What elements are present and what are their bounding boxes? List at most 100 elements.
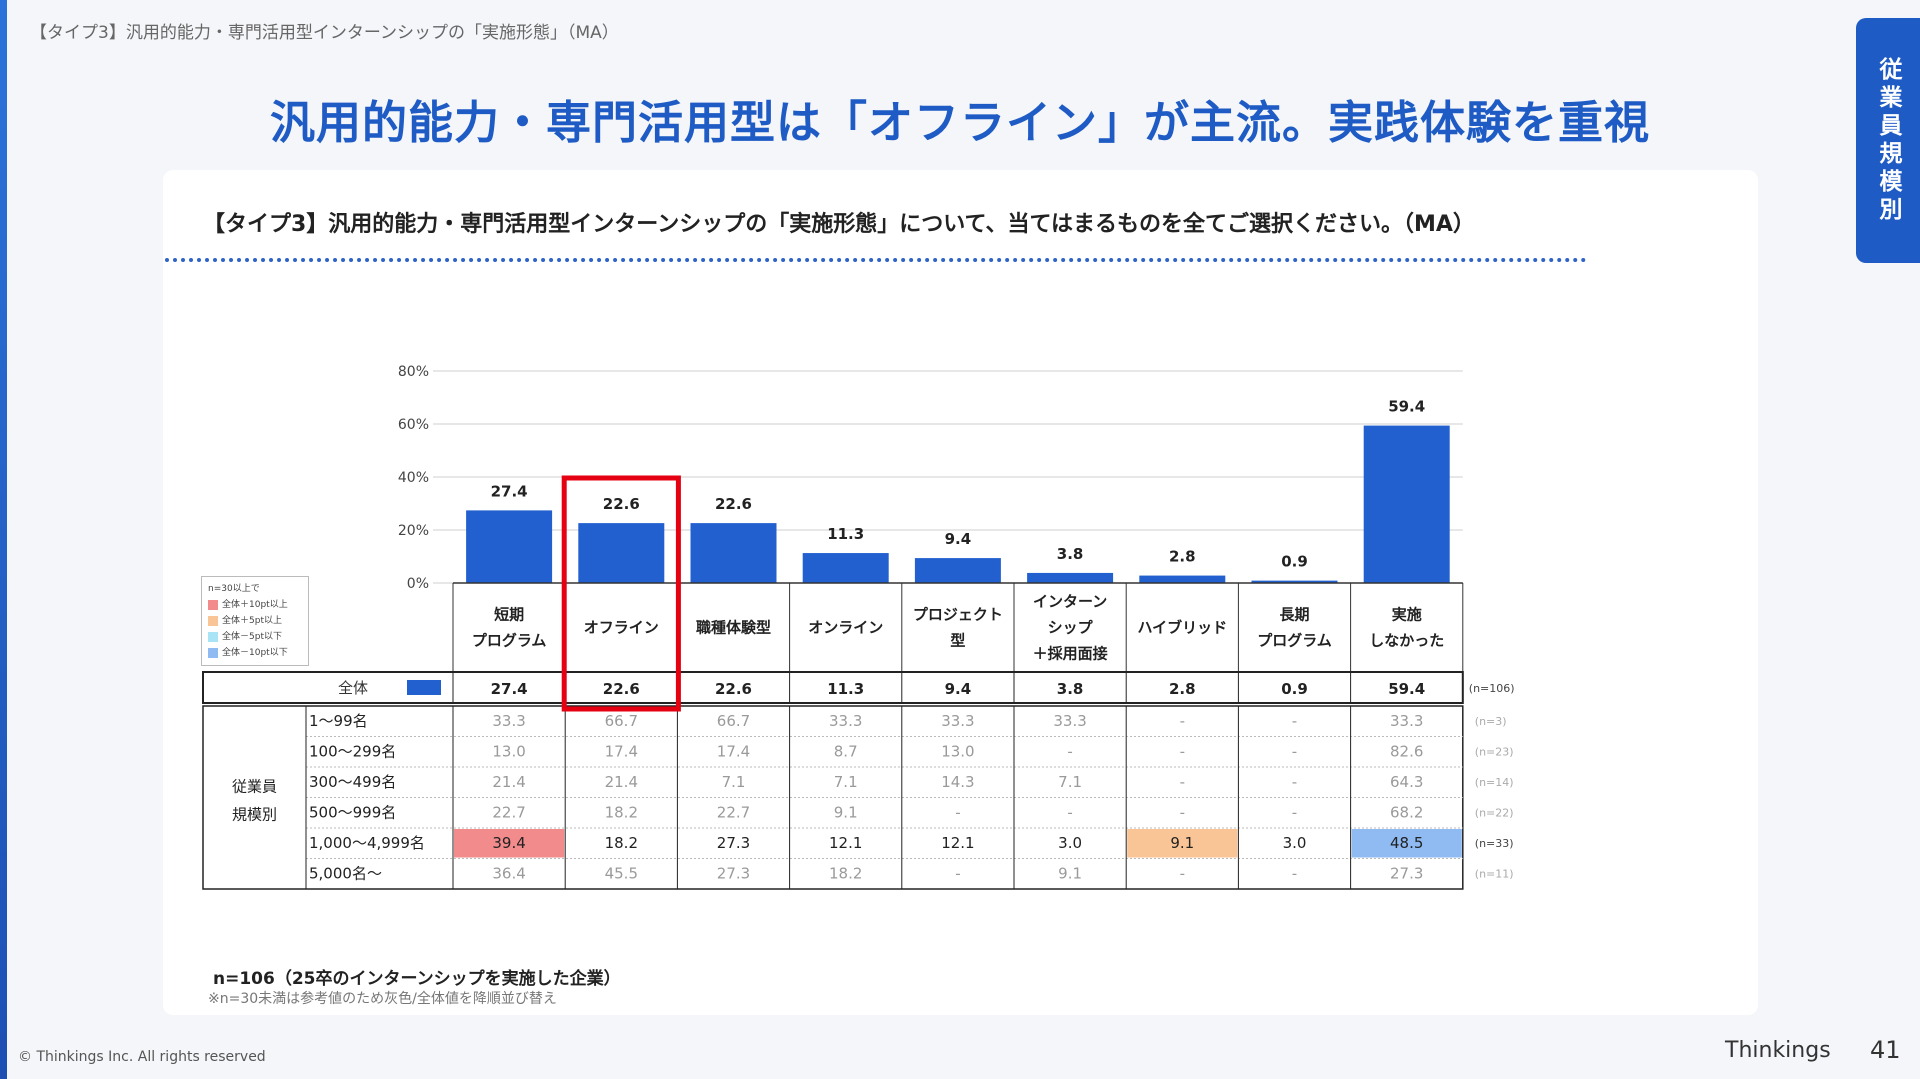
bar [1363,425,1450,583]
cell-value: - [1067,743,1072,761]
legend-item: 全体－5pt以下 [208,629,302,645]
legend-label: 全体＋5pt以上 [222,616,282,626]
cell-value: 66.7 [605,712,638,730]
cell-value: 8.7 [834,743,858,761]
category-label: ＋採用面接 [1033,645,1108,663]
bar [690,523,777,583]
legend-label: 全体－10pt以下 [222,648,288,658]
cell-value: 39.4 [492,834,525,852]
bar-chart: 0% 20% 40% 60% 80% 27.4 22.6 22.6 11.3 9.4 3.8 2.8 0… [202,364,1515,890]
cell-value: 33.3 [1390,712,1423,730]
cell-value: 66.7 [717,712,750,730]
highlight-box [561,475,681,712]
total-row-label: 全体 [338,679,368,697]
cell-value: 33.3 [941,712,974,730]
cell-value: 22.7 [492,804,525,822]
cell-value: - [1067,804,1072,822]
row-n-label: (n=23) [1475,746,1514,759]
category-label: オフライン [584,619,659,637]
total-row-swatch [407,680,441,695]
category-label: ハイブリッド [1137,619,1227,637]
category-label: 型 [950,632,965,650]
cell-value: 9.1 [834,804,858,822]
category-label: 職種体験型 [696,619,771,637]
cell-value: 22.7 [717,804,750,822]
side-tab-employee-size[interactable]: 従業員規模別 [1856,18,1920,263]
cell-value: 12.1 [941,834,974,852]
bar [1139,575,1226,583]
category-label: 実施 [1392,606,1422,624]
cell-value: 68.2 [1390,804,1423,822]
bar [914,558,1001,583]
bar [466,510,553,583]
row-n-label: (n=3) [1475,715,1507,728]
y-tick-label: 40% [398,470,429,486]
y-tick-label: 0% [407,576,429,592]
cell-value: 3.0 [1058,834,1082,852]
bar [1251,580,1338,583]
row-n-label: (n=33) [1475,837,1514,850]
question-text: 【タイプ3】汎用的能力・専門活用型インターンシップの「実施形態」について、当ては… [203,212,1475,237]
cell-value: - [1180,865,1185,883]
row-n-label: (n=14) [1475,776,1514,789]
cell-value: 18.2 [605,834,638,852]
cell-value: 33.3 [829,712,862,730]
legend-title: n=30以上で [208,584,260,594]
cell-value: 82.6 [1390,743,1423,761]
legend-label: 全体－5pt以下 [222,632,282,642]
cell-value: 12.1 [829,834,862,852]
legend-swatch [208,600,218,610]
row-n-label: (n=22) [1475,807,1514,820]
category-label: プログラム [472,632,547,650]
page-title: 汎用的能力・専門活用型は「オフライン」が主流。実践体験を重視 [269,96,1650,149]
cell-value: - [1292,743,1297,761]
bar-value-label: 59.4 [1388,398,1425,416]
category-label: プロジェクト [913,606,1003,624]
legend-label: 全体＋10pt以上 [222,600,288,610]
side-tab-label: 従業員規模別 [1875,56,1901,225]
total-cell-value: 22.6 [715,680,752,698]
cell-value: - [955,865,960,883]
cell-value: 18.2 [829,865,862,883]
category-label: インターン [1033,593,1107,611]
total-cell-value: 27.4 [491,680,528,698]
cell-value: 7.1 [722,773,746,791]
cell-value: 21.4 [492,773,525,791]
cell-value: - [1180,743,1185,761]
category-label: 短期 [494,606,524,624]
legend-item: 全体－10pt以下 [208,645,302,661]
total-cell-value: 2.8 [1169,680,1196,698]
legend-swatch [208,632,218,642]
total-cell-value: 3.8 [1057,680,1084,698]
bar [802,553,889,583]
brand-logo-text: Thinkings [1725,1038,1831,1063]
cell-value: 13.0 [941,743,974,761]
cell-value: 27.3 [717,834,750,852]
cell-value: - [1180,712,1185,730]
cell-value: 33.3 [492,712,525,730]
cell-value: 45.5 [605,865,638,883]
category-label: 長期 [1279,606,1309,624]
cell-value: 9.1 [1058,865,1082,883]
copyright: © Thinkings Inc. All rights reserved [18,1049,266,1065]
row-label: 5,000名～ [309,865,382,883]
total-n-label: (n=106) [1469,682,1515,695]
cell-value: - [1180,804,1185,822]
bar-value-label: 0.9 [1281,553,1308,571]
highlight-cell [454,829,565,858]
cell-value: 64.3 [1390,773,1423,791]
breadcrumb: 【タイプ3】汎用的能力・専門活用型インターンシップの「実施形態」（MA） [30,23,619,43]
cell-value: 21.4 [605,773,638,791]
cell-value: 33.3 [1053,712,1086,730]
cell-value: 17.4 [717,743,750,761]
category-label: シップ [1048,619,1094,637]
row-label: 1～99名 [309,712,368,730]
group-label: 規模別 [232,806,277,824]
cell-value: - [1292,712,1297,730]
bar [578,523,665,583]
cell-value: 14.3 [941,773,974,791]
row-label: 300～499名 [309,773,396,791]
total-cell-value: 0.9 [1281,680,1308,698]
bar-value-label: 11.3 [827,525,864,543]
left-accent-strip [0,0,7,1079]
